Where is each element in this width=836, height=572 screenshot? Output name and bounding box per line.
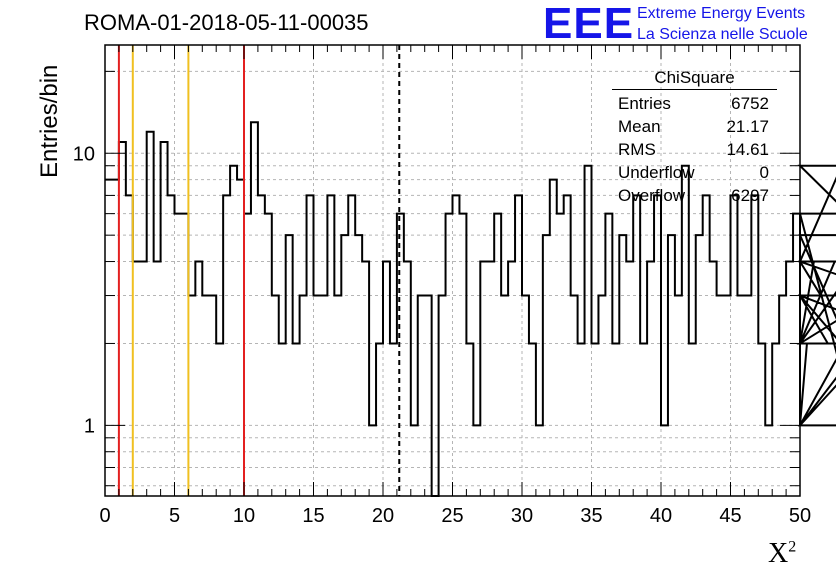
x-tick-label: 45	[719, 505, 741, 527]
stats-box: ChiSquare Entries 6752 Mean 21.17 RMS 14.61…	[612, 68, 777, 207]
logo-line-2: La Scienza nelle Scuole	[637, 26, 808, 43]
x-tick-label: 50	[789, 505, 811, 527]
stats-label: Mean	[618, 117, 661, 136]
y-tick-label: 1	[84, 415, 95, 437]
eee-logo: EEE	[543, 0, 635, 48]
y-tick-label: 10	[73, 143, 95, 165]
eee-logo-text: Extreme Energy Events La Scienza nelle S…	[637, 3, 808, 45]
x-tick-label: 15	[302, 505, 324, 527]
stats-label: Underflow	[618, 163, 695, 182]
x-tick-label: 40	[650, 505, 672, 527]
stats-row: Mean 21.17	[612, 115, 777, 138]
run-title: ROMA-01-2018-05-11-00035	[84, 10, 369, 35]
stats-value: 21.17	[726, 117, 769, 136]
stats-row: Overflow 6297	[612, 184, 777, 207]
stats-value: 6752	[731, 94, 769, 113]
y-axis-label: Entries/bin	[36, 64, 63, 178]
stats-value: 14.61	[726, 140, 769, 159]
x-axis-label: X2	[768, 538, 797, 569]
stats-value: 0	[759, 163, 769, 182]
stats-title: ChiSquare	[612, 68, 777, 90]
stats-row: Underflow 0	[612, 161, 777, 184]
stats-row: RMS 14.61	[612, 138, 777, 161]
stats-row: Entries 6752	[612, 92, 777, 115]
x-tick-label: 25	[441, 505, 463, 527]
x-tick-label: 5	[169, 505, 180, 527]
x-tick-label: 10	[233, 505, 255, 527]
stats-label: RMS	[618, 140, 656, 159]
x-tick-label: 30	[511, 505, 533, 527]
x-tick-label: 35	[580, 505, 602, 527]
logo-line-1: Extreme Energy Events	[637, 5, 806, 22]
stats-label: Overflow	[618, 186, 686, 205]
x-tick-label: 20	[372, 505, 394, 527]
x-tick-label: 0	[99, 505, 110, 527]
stats-value: 6297	[731, 186, 769, 205]
stats-label: Entries	[618, 94, 671, 113]
